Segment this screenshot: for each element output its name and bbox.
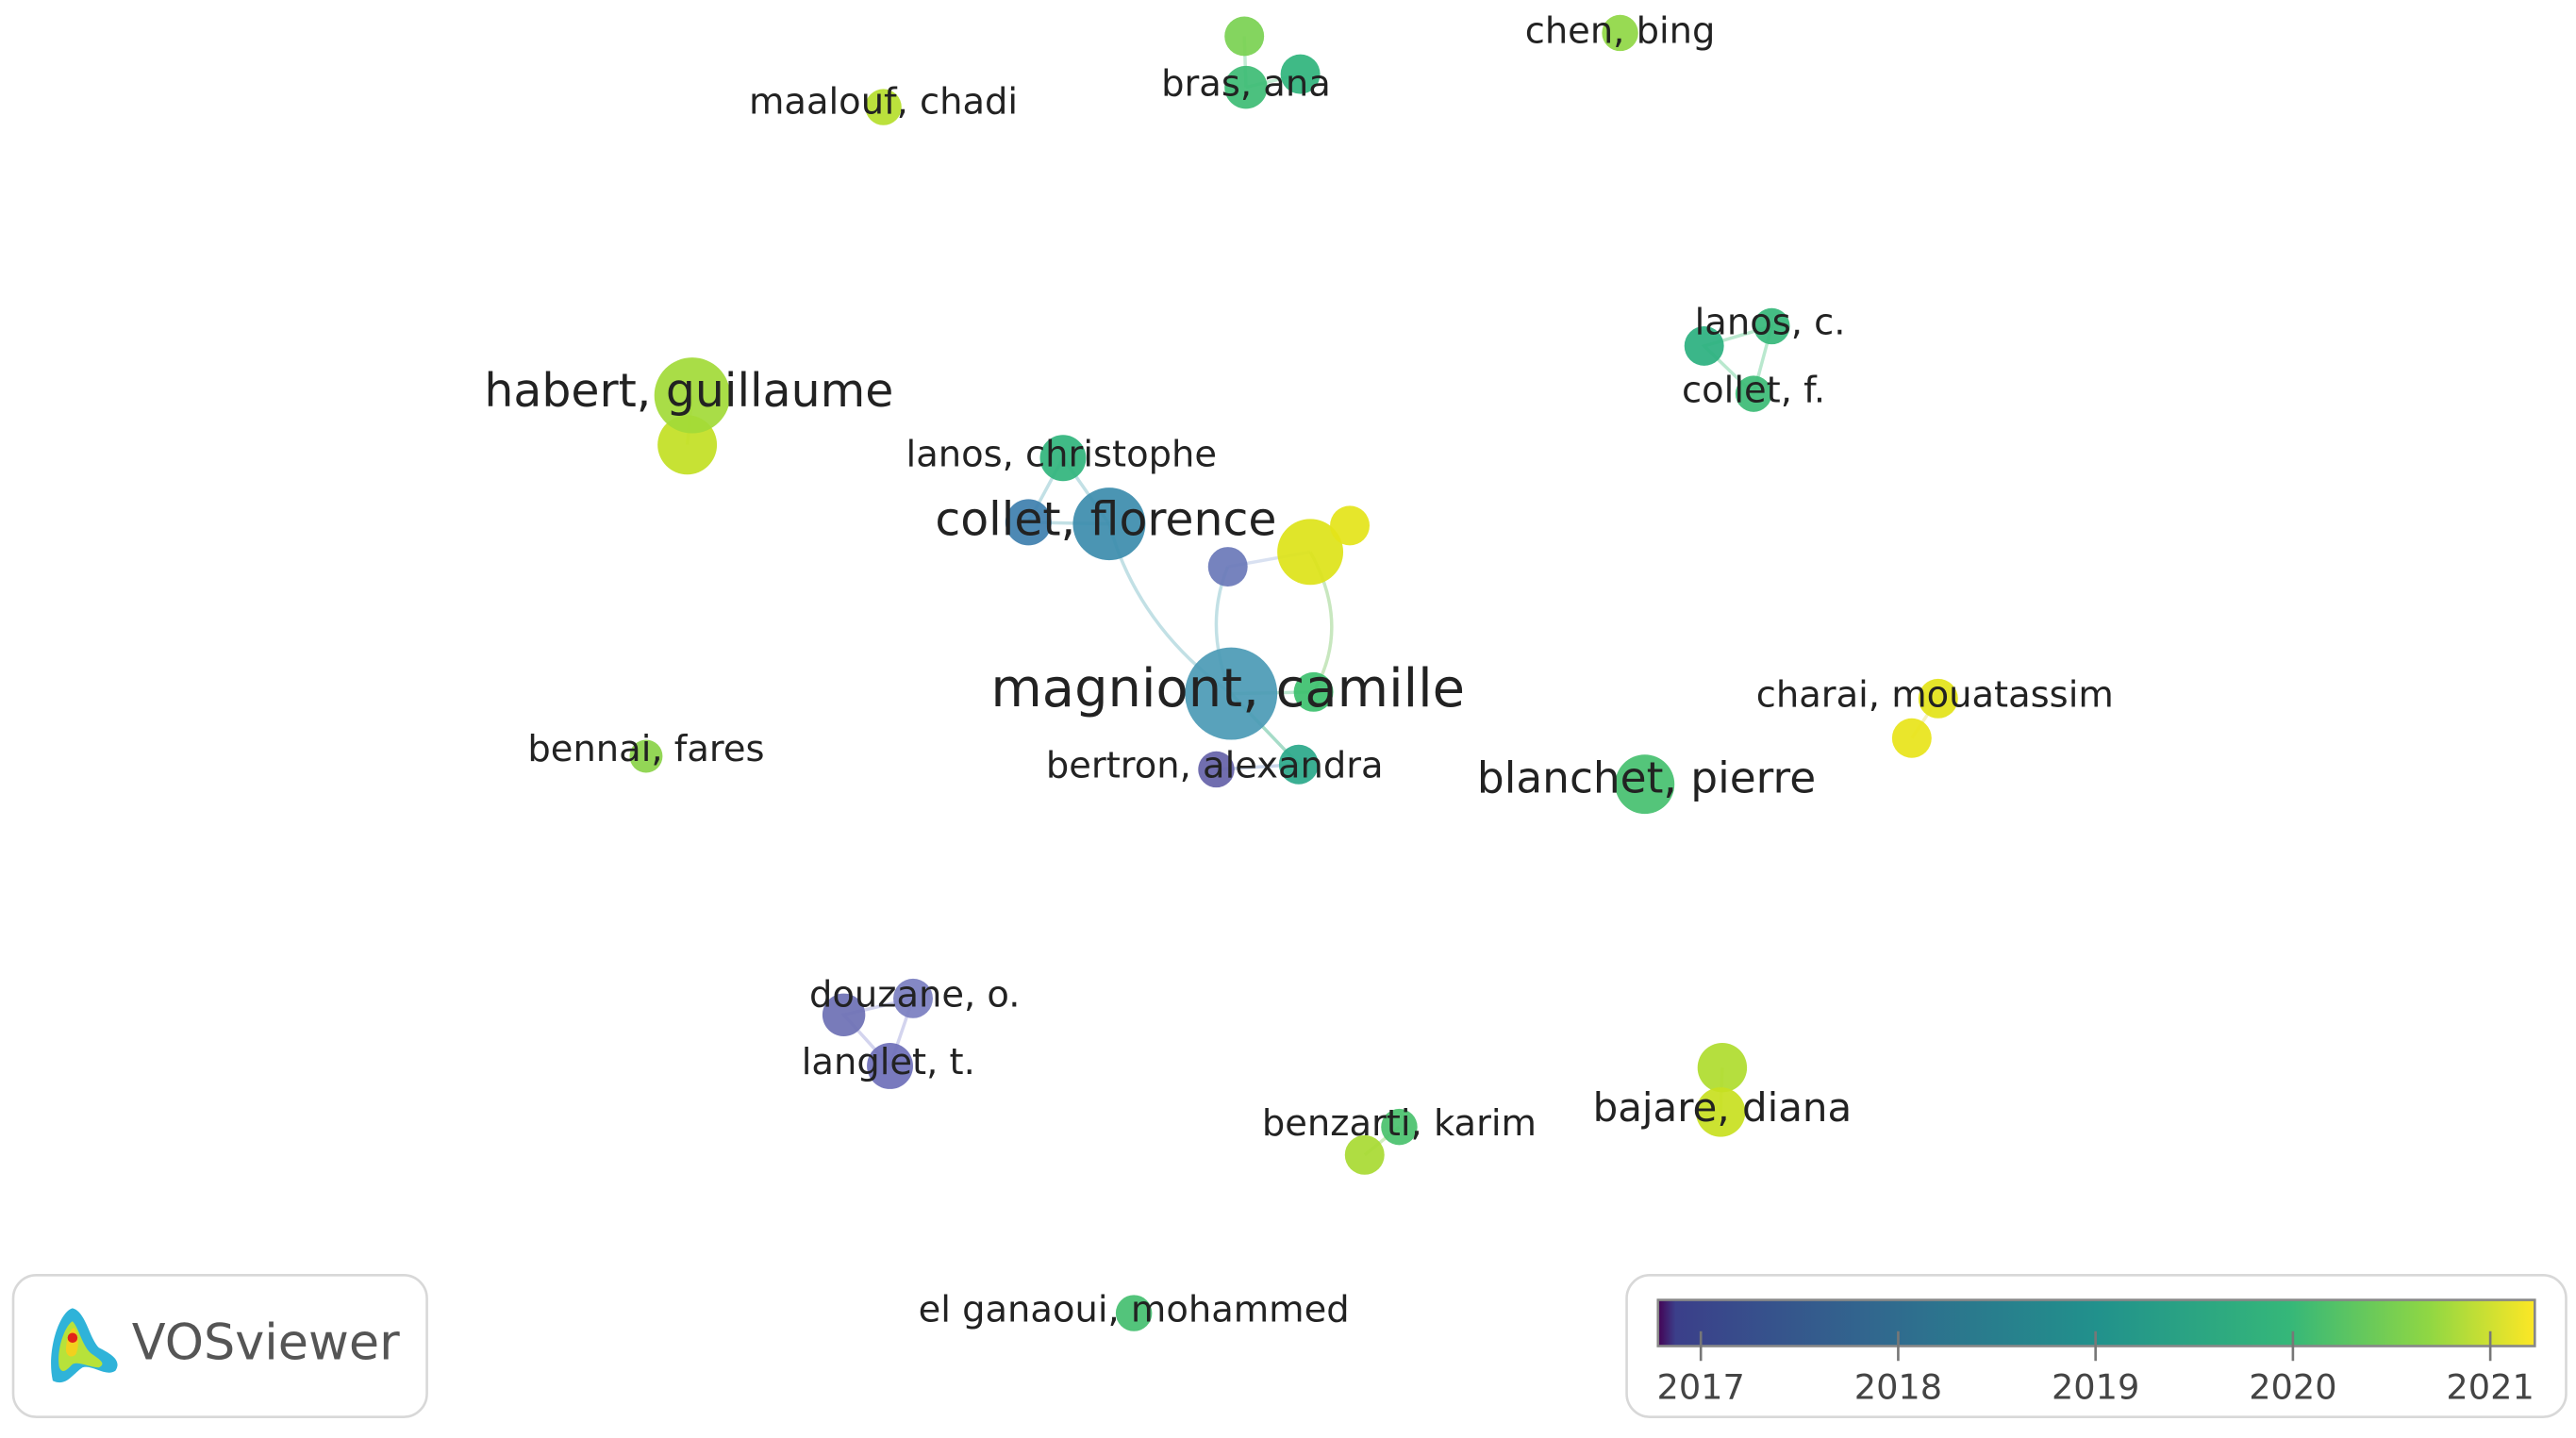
node xyxy=(1735,375,1772,412)
node-label: bertron, alexandra xyxy=(1046,745,1384,787)
node-label: bras, ana xyxy=(1161,62,1331,105)
node xyxy=(1697,1043,1748,1093)
node xyxy=(1753,307,1790,345)
node-label: maalouf, chadi xyxy=(749,81,1018,124)
tick-label: 2017 xyxy=(1656,1366,1744,1407)
node-label: blanchet, pierre xyxy=(1477,753,1816,803)
logo-box xyxy=(11,1274,428,1418)
node-label: chen, bing xyxy=(1525,9,1716,52)
node xyxy=(1602,14,1638,52)
legend: 2017 2018 2019 2020 2021 xyxy=(1625,1274,2568,1418)
node-label: bennai, fares xyxy=(527,728,764,770)
tick-label: 2021 xyxy=(2446,1366,2534,1407)
node xyxy=(1615,754,1675,815)
labels: maalouf, chadi bras, ana chen, bing lanos, … xyxy=(484,9,2113,1331)
circles xyxy=(629,14,1958,1331)
node-label: bajare, diana xyxy=(1593,1084,1853,1131)
node xyxy=(1293,671,1334,712)
node-label: collet, f. xyxy=(1682,369,1825,411)
node xyxy=(1695,1087,1746,1137)
node xyxy=(865,89,902,125)
node xyxy=(1224,65,1268,109)
node-label: habert, guillaume xyxy=(484,364,893,418)
node-label: benzarti, karim xyxy=(1262,1102,1537,1145)
logo-icon xyxy=(51,1308,118,1383)
node xyxy=(1918,678,1958,719)
logo: VOSviewer xyxy=(11,1274,428,1418)
node xyxy=(1005,499,1052,546)
node xyxy=(1277,519,1344,586)
tick-label: 2019 xyxy=(2052,1366,2139,1407)
node-label: douzane, o. xyxy=(809,974,1020,1017)
node xyxy=(654,357,731,434)
node xyxy=(1207,547,1248,587)
node xyxy=(1280,54,1321,94)
node xyxy=(1224,16,1265,57)
logo-text: VOSviewer xyxy=(132,1314,400,1372)
node xyxy=(1330,505,1370,546)
node xyxy=(1039,435,1087,482)
node xyxy=(1684,325,1724,366)
node-label: charai, mouatassim xyxy=(1756,674,2114,717)
node xyxy=(1381,1108,1418,1146)
node-label: el ganaoui, mohammed xyxy=(919,1288,1350,1331)
tick-label: 2018 xyxy=(1854,1366,1942,1407)
edge xyxy=(840,996,916,1069)
node xyxy=(893,978,933,1018)
node-label: magniont, camille xyxy=(990,658,1465,719)
node xyxy=(629,739,663,773)
node xyxy=(1344,1134,1385,1175)
node xyxy=(1198,751,1235,788)
node-label: langlet, t. xyxy=(802,1041,975,1083)
node-label: lanos, christophe xyxy=(906,433,1217,475)
node xyxy=(1115,1295,1153,1331)
node xyxy=(1278,744,1319,785)
node xyxy=(867,1043,914,1089)
tick-label: 2020 xyxy=(2249,1366,2336,1407)
node-label: lanos, c. xyxy=(1695,302,1846,344)
edge xyxy=(1701,323,1774,397)
node-label: collet, florence xyxy=(935,492,1276,546)
node xyxy=(822,993,866,1037)
node xyxy=(1891,718,1932,758)
node xyxy=(1072,488,1146,561)
node xyxy=(1185,647,1278,740)
